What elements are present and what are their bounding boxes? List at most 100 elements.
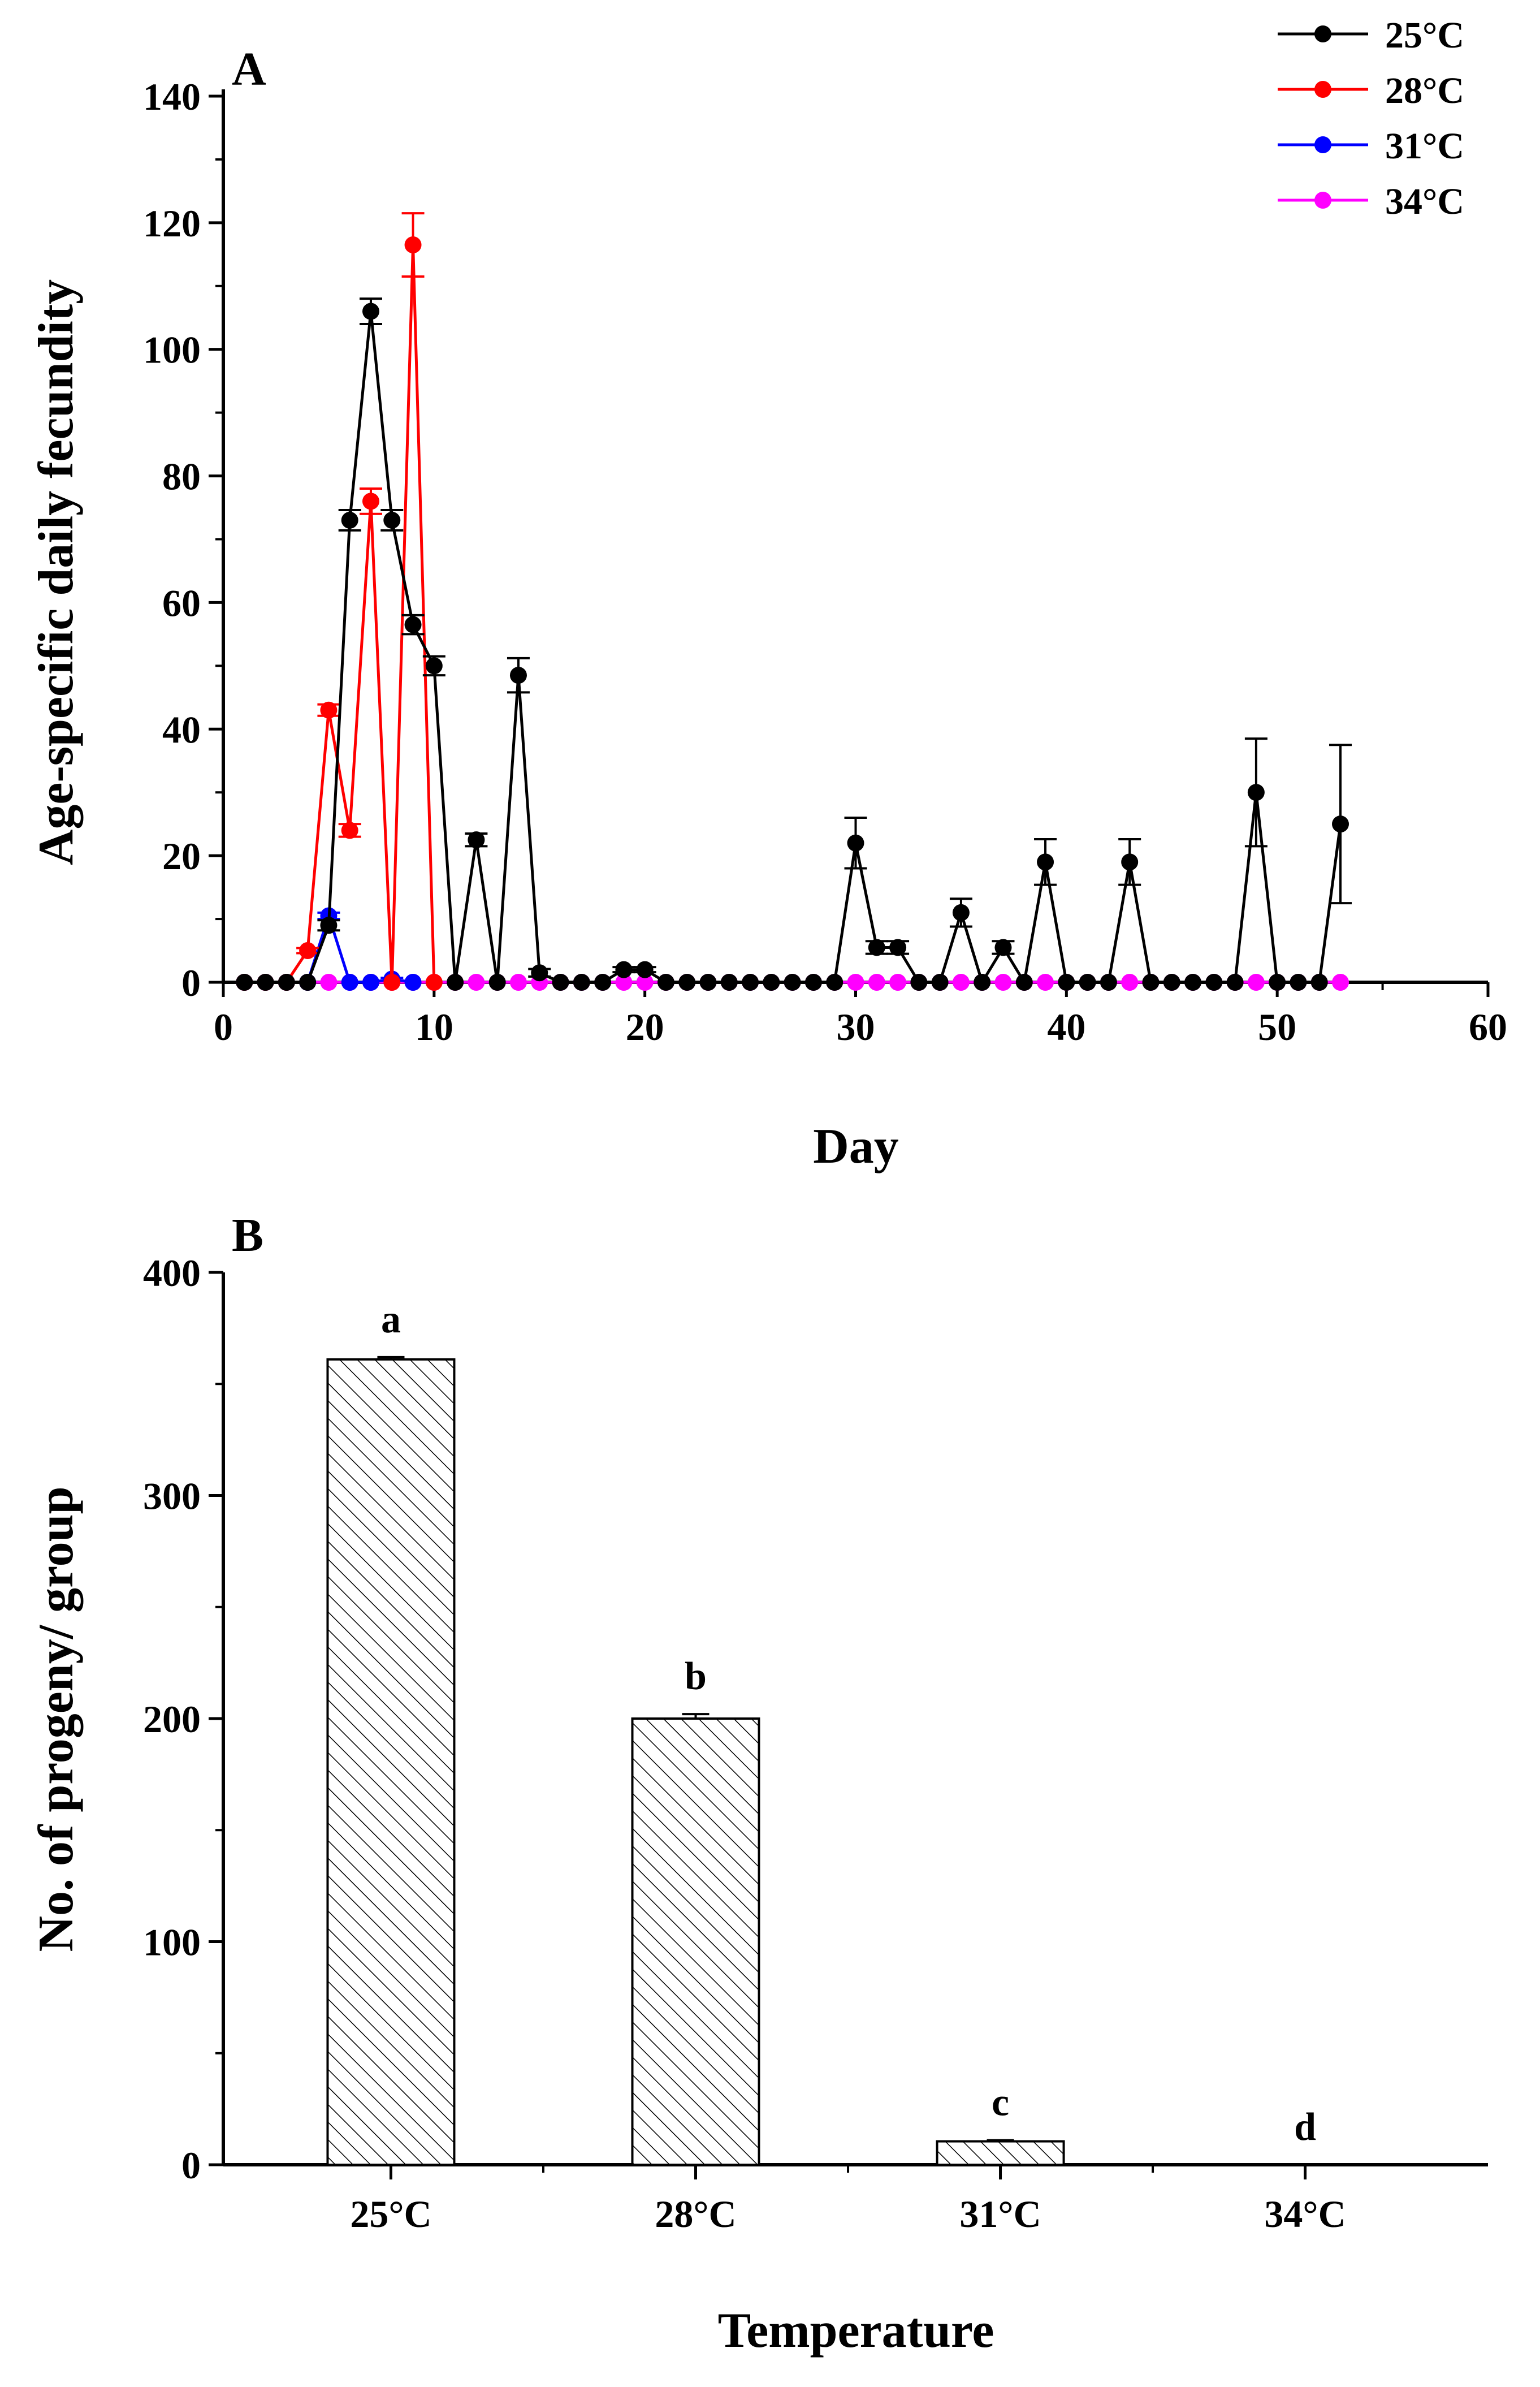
data-point bbox=[657, 974, 674, 991]
data-point bbox=[341, 511, 358, 529]
legend-marker bbox=[1314, 136, 1331, 153]
data-point bbox=[468, 974, 485, 991]
data-point bbox=[742, 974, 759, 991]
data-point bbox=[299, 974, 317, 991]
panel-b-progeny-chart: B 0 100 200 300 400 25°C 28°C 31°C 34°C a b c d Tem… bbox=[29, 1209, 1488, 2358]
panel-a-y-axis-label: Age-specific daily fecundity bbox=[29, 279, 84, 865]
data-point bbox=[1079, 974, 1096, 991]
data-point bbox=[615, 974, 633, 991]
data-point bbox=[299, 942, 317, 960]
data-point bbox=[362, 303, 379, 320]
panel-a-series bbox=[236, 212, 1352, 991]
data-point bbox=[236, 974, 253, 991]
significance-letter: a bbox=[381, 1298, 401, 1341]
x-tick-label: 40 bbox=[1047, 1005, 1085, 1048]
data-point bbox=[341, 822, 358, 839]
data-point bbox=[889, 974, 907, 991]
panel-a-letter: A bbox=[232, 43, 266, 96]
data-point bbox=[994, 939, 1012, 956]
data-point bbox=[362, 974, 379, 991]
data-point bbox=[1184, 974, 1202, 991]
data-point bbox=[636, 974, 654, 991]
data-point bbox=[1247, 974, 1265, 991]
x-tick-label: 34°C bbox=[1264, 2192, 1346, 2235]
x-tick-label: 31°C bbox=[959, 2192, 1041, 2235]
data-point bbox=[278, 974, 295, 991]
data-point bbox=[1290, 974, 1307, 991]
data-point bbox=[868, 974, 885, 991]
data-point bbox=[1269, 974, 1286, 991]
panel-b-letter: B bbox=[232, 1209, 263, 1262]
significance-letter: b bbox=[685, 1655, 707, 1698]
x-tick-label: 20 bbox=[626, 1005, 664, 1048]
bar bbox=[326, 1358, 456, 2166]
x-tick-label: 60 bbox=[1469, 1005, 1507, 1048]
data-point bbox=[341, 974, 358, 991]
y-tick-label: 0 bbox=[181, 2144, 201, 2187]
legend-label: 34°C bbox=[1385, 181, 1464, 222]
series-0 bbox=[236, 297, 1352, 991]
data-point bbox=[847, 974, 864, 991]
y-tick-label: 100 bbox=[143, 1921, 201, 1964]
data-point bbox=[952, 974, 970, 991]
data-point bbox=[1163, 974, 1180, 991]
data-point bbox=[257, 974, 274, 991]
legend-marker bbox=[1314, 81, 1331, 98]
data-point bbox=[1332, 815, 1349, 833]
x-tick-label: 28°C bbox=[655, 2192, 736, 2235]
data-point bbox=[404, 974, 422, 991]
x-tick-label: 30 bbox=[837, 1005, 875, 1048]
data-point bbox=[1037, 974, 1054, 991]
legend-marker bbox=[1314, 25, 1331, 42]
data-point bbox=[509, 974, 527, 991]
data-point bbox=[1121, 974, 1139, 991]
data-point bbox=[1121, 853, 1139, 871]
x-tick-label: 0 bbox=[214, 1005, 233, 1048]
data-point bbox=[1015, 974, 1033, 991]
panel-b-axes: 0 100 200 300 400 25°C 28°C 31°C 34°C bbox=[143, 1251, 1488, 2235]
data-point bbox=[678, 974, 696, 991]
series-line bbox=[244, 244, 436, 984]
panel-a-legend: 25°C 28°C 31°C 34°C bbox=[1278, 15, 1464, 222]
data-point bbox=[889, 939, 907, 956]
data-point bbox=[404, 616, 422, 633]
data-point bbox=[952, 904, 970, 921]
data-point bbox=[994, 974, 1012, 991]
data-point bbox=[383, 511, 401, 529]
panel-b-x-axis-label: Temperature bbox=[718, 2303, 994, 2358]
data-point bbox=[425, 974, 443, 991]
data-point bbox=[763, 974, 780, 991]
data-point bbox=[699, 974, 717, 991]
data-point bbox=[1247, 784, 1265, 801]
data-point bbox=[447, 974, 464, 991]
bar bbox=[936, 2140, 1065, 2166]
legend-label: 31°C bbox=[1385, 126, 1464, 167]
y-tick-label: 300 bbox=[143, 1475, 201, 1518]
data-point bbox=[468, 831, 485, 849]
data-point bbox=[1100, 974, 1117, 991]
significance-letter: c bbox=[992, 2081, 1009, 2125]
y-tick-label: 20 bbox=[162, 835, 201, 878]
data-point bbox=[1205, 974, 1223, 991]
data-point bbox=[509, 667, 527, 684]
x-tick-label: 25°C bbox=[350, 2192, 431, 2235]
data-point bbox=[552, 974, 569, 991]
data-point bbox=[804, 974, 822, 991]
y-tick-label: 140 bbox=[143, 75, 201, 118]
y-tick-label: 40 bbox=[162, 708, 201, 751]
panel-b-bars: a b c d bbox=[326, 1298, 1316, 2166]
y-tick-label: 100 bbox=[143, 329, 201, 372]
panel-b-y-axis-label: No. of progeny/ group bbox=[29, 1486, 84, 1952]
data-point bbox=[1058, 974, 1075, 991]
panel-a-x-axis-label: Day bbox=[813, 1119, 899, 1174]
data-point bbox=[826, 974, 843, 991]
data-point bbox=[383, 974, 401, 991]
data-point bbox=[615, 961, 633, 978]
data-point bbox=[320, 917, 338, 934]
data-point bbox=[868, 939, 885, 956]
data-point bbox=[931, 974, 949, 991]
legend-marker bbox=[1314, 192, 1331, 209]
data-point bbox=[531, 964, 548, 982]
